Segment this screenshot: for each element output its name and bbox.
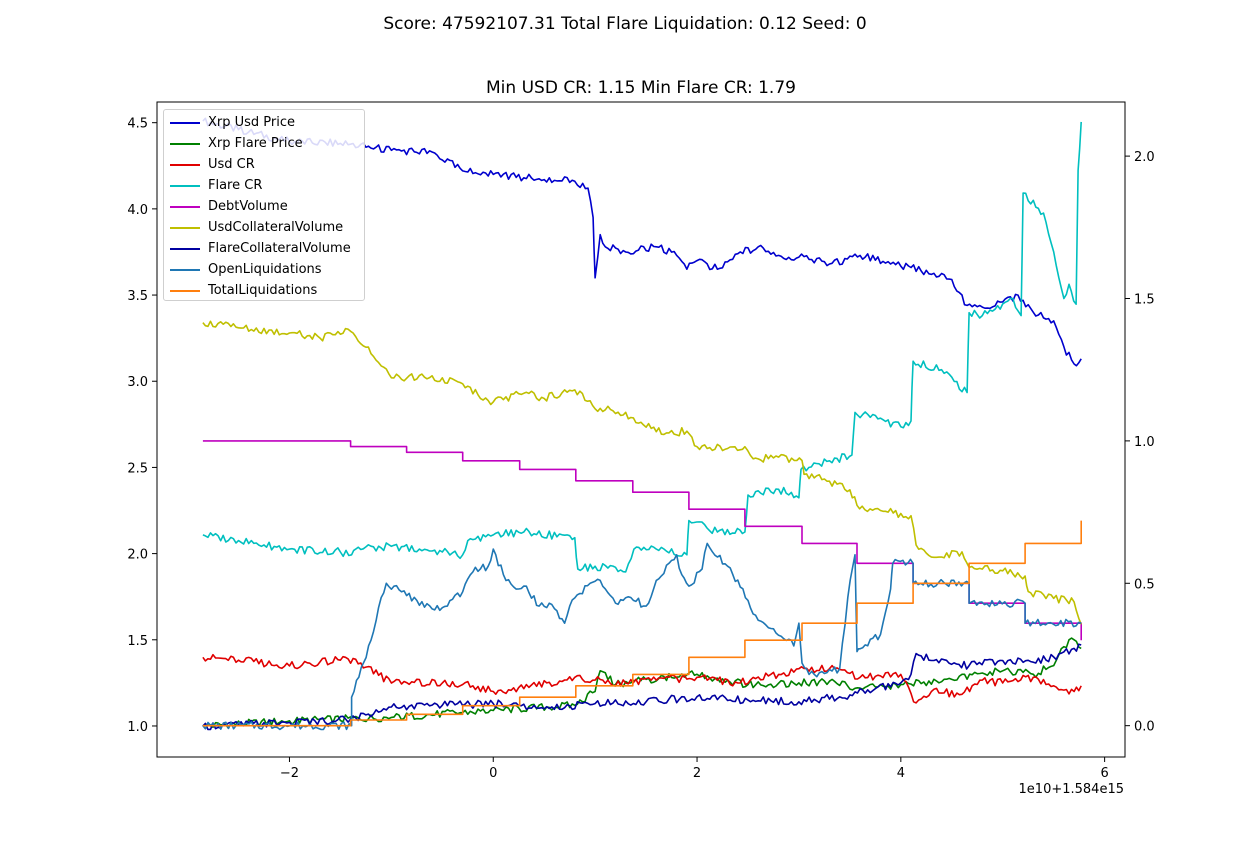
legend-swatch — [170, 226, 200, 229]
y-right-tick-label: 2.0 — [1134, 150, 1155, 165]
axes-frame — [156, 101, 1126, 758]
y-right-tick-label: 1.5 — [1134, 293, 1155, 308]
x-tick-label: 6 — [1100, 766, 1108, 781]
legend-swatch — [170, 163, 200, 166]
figure-suptitle: Score: 47592107.31 Total Flare Liquidati… — [383, 14, 867, 34]
series-line-usdcollateralvolume — [202, 320, 1082, 625]
legend-entry: DebtVolume — [170, 196, 358, 217]
legend-entry: Xrp Flare Price — [170, 133, 358, 154]
chart-legend: Xrp Usd Price Xrp Flare Price Usd CR Flare … — [163, 109, 365, 301]
series-line-flarecollateralvolume — [202, 643, 1082, 731]
legend-label: OpenLiquidations — [208, 262, 322, 277]
legend-label: Xrp Flare Price — [208, 136, 303, 151]
series-line-usd-cr — [202, 653, 1082, 704]
legend-label: DebtVolume — [208, 199, 288, 214]
y-left-tick-label: 3.0 — [127, 375, 148, 390]
legend-label: FlareCollateralVolume — [208, 241, 351, 256]
y-left-tick-label: 2.5 — [127, 461, 148, 476]
series-line-flare-cr — [202, 121, 1082, 573]
x-tick-label: −2 — [280, 766, 299, 781]
legend-entry: TotalLiquidations — [170, 280, 358, 301]
legend-swatch — [170, 247, 200, 250]
legend-swatch — [170, 121, 200, 124]
legend-entry: UsdCollateralVolume — [170, 217, 358, 238]
legend-swatch — [170, 268, 200, 271]
series-line-openliquidations — [202, 542, 1082, 731]
y-right-tick-label: 0.5 — [1134, 577, 1155, 592]
y-right-tick-label: 0.0 — [1134, 720, 1155, 735]
legend-entry: Xrp Usd Price — [170, 112, 358, 133]
series-line-xrp-flare-price — [202, 637, 1082, 730]
legend-swatch — [170, 142, 200, 145]
x-axis-offset-label: 1e10+1.584e15 — [1018, 782, 1124, 797]
series-layer — [202, 117, 1082, 731]
y-left-tick-label: 4.5 — [127, 117, 148, 132]
axes-title: Min USD CR: 1.15 Min Flare CR: 1.79 — [486, 78, 796, 98]
series-line-totalliquidations — [202, 520, 1082, 727]
x-tick-label: 0 — [489, 766, 497, 781]
legend-entry: OpenLiquidations — [170, 259, 358, 280]
series-line-debtvolume — [202, 440, 1082, 641]
legend-label: TotalLiquidations — [208, 283, 318, 298]
legend-entry: Flare CR — [170, 175, 358, 196]
legend-label: Xrp Usd Price — [208, 115, 296, 130]
legend-entry: FlareCollateralVolume — [170, 238, 358, 259]
legend-label: Flare CR — [208, 178, 263, 193]
legend-label: UsdCollateralVolume — [208, 220, 344, 235]
legend-swatch — [170, 184, 200, 187]
legend-swatch — [170, 205, 200, 208]
y-left-tick-label: 1.0 — [127, 720, 148, 735]
y-left-tick-label: 1.5 — [127, 634, 148, 649]
legend-swatch — [170, 289, 200, 292]
y-right-tick-label: 1.0 — [1134, 435, 1155, 450]
x-tick-label: 4 — [897, 766, 905, 781]
tick-layer: −2 0 2 4 6 1.0 1.5 2.0 2.5 3.0 3.5 4.0 4.5 0.0 0.5 1.0 1… — [127, 117, 1154, 781]
legend-entry: Usd CR — [170, 154, 358, 175]
legend-label: Usd CR — [208, 157, 255, 172]
y-left-tick-label: 3.5 — [127, 289, 148, 304]
y-left-tick-label: 4.0 — [127, 203, 148, 218]
x-tick-label: 2 — [693, 766, 701, 781]
y-left-tick-label: 2.0 — [127, 548, 148, 563]
